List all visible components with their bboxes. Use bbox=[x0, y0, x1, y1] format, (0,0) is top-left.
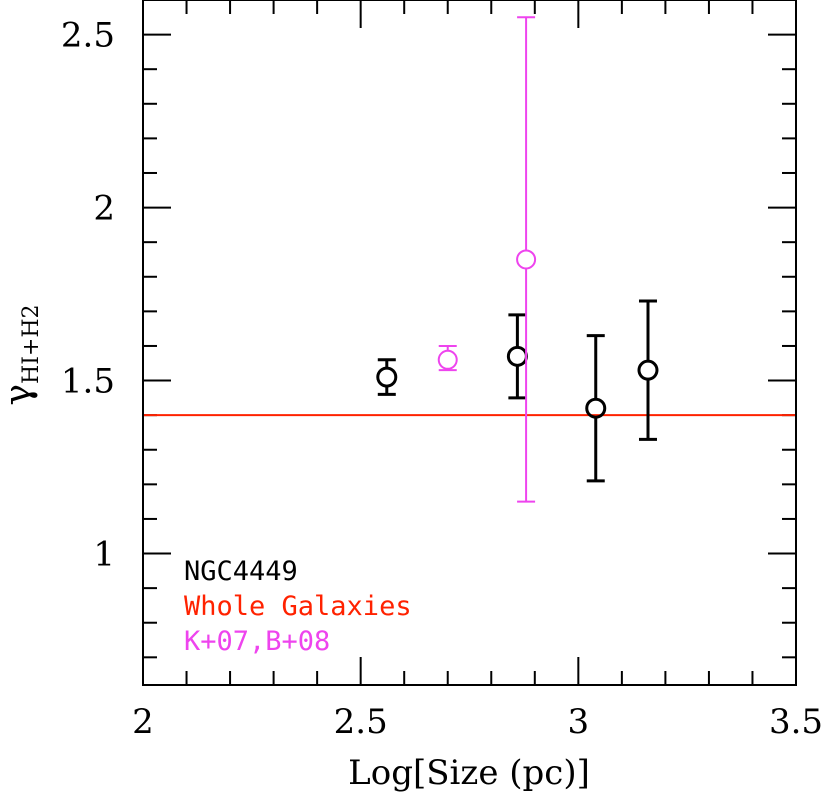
x-tick-label: 2 bbox=[132, 702, 154, 742]
y-tick-labels: 1 1.5 2 2.5 bbox=[61, 16, 115, 575]
plot-frame bbox=[142, 0, 797, 686]
x-tick-labels: 2 2.5 3 3.5 bbox=[132, 702, 823, 742]
x-tick-label: 3 bbox=[568, 702, 590, 742]
svg-text:γHI+H2: γHI+H2 bbox=[0, 304, 44, 405]
series-0 bbox=[376, 299, 659, 483]
y-tick-label: 1 bbox=[93, 535, 115, 575]
data-point bbox=[585, 397, 607, 419]
data-series bbox=[376, 16, 659, 503]
data-point bbox=[437, 349, 458, 370]
y-axis-symbol: γ bbox=[0, 384, 39, 406]
data-point bbox=[506, 345, 528, 367]
x-tick-label: 3.5 bbox=[769, 702, 823, 742]
y-tick-label: 2.5 bbox=[61, 16, 115, 56]
data-point bbox=[637, 359, 659, 381]
series-1 bbox=[437, 16, 537, 503]
x-tick-label: 2.5 bbox=[334, 702, 388, 742]
y-tick-label: 1.5 bbox=[61, 362, 115, 402]
data-point bbox=[376, 366, 398, 388]
data-point bbox=[516, 249, 537, 270]
x-axis-title: Log[Size (pc)] bbox=[348, 753, 590, 793]
y-axis-subscript: HI+H2 bbox=[19, 304, 44, 384]
legend-entry: K+07,B+08 bbox=[184, 626, 330, 657]
legend-entry: NGC4449 bbox=[184, 556, 298, 587]
y-tick-label: 2 bbox=[93, 189, 115, 229]
legend-entry: Whole Galaxies bbox=[184, 591, 412, 622]
y-axis-title: γHI+H2 bbox=[0, 304, 44, 405]
legend: NGC4449 Whole Galaxies K+07,B+08 bbox=[184, 556, 412, 657]
